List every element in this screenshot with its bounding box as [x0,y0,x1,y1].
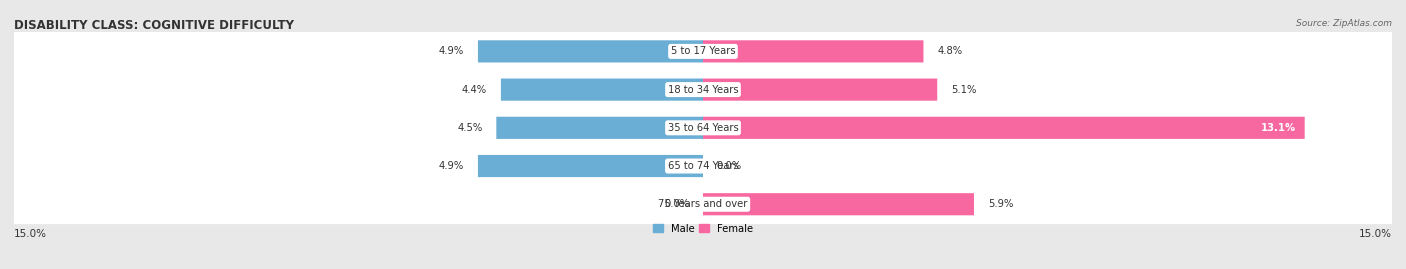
Text: 5.1%: 5.1% [950,84,976,95]
Text: 4.9%: 4.9% [439,46,464,56]
Text: 35 to 64 Years: 35 to 64 Years [668,123,738,133]
Text: 15.0%: 15.0% [14,229,46,239]
Text: 0.0%: 0.0% [664,199,689,209]
Text: 4.4%: 4.4% [463,84,486,95]
Text: DISABILITY CLASS: COGNITIVE DIFFICULTY: DISABILITY CLASS: COGNITIVE DIFFICULTY [14,19,294,32]
FancyBboxPatch shape [13,108,1393,148]
FancyBboxPatch shape [703,40,924,62]
FancyBboxPatch shape [13,31,1393,71]
FancyBboxPatch shape [703,79,938,101]
FancyBboxPatch shape [13,70,1393,109]
Legend: Male, Female: Male, Female [652,224,754,234]
FancyBboxPatch shape [478,155,703,177]
FancyBboxPatch shape [478,40,703,62]
Text: 18 to 34 Years: 18 to 34 Years [668,84,738,95]
Text: 75 Years and over: 75 Years and over [658,199,748,209]
Text: 0.0%: 0.0% [717,161,742,171]
FancyBboxPatch shape [703,117,1305,139]
Text: 13.1%: 13.1% [1260,123,1295,133]
FancyBboxPatch shape [501,79,703,101]
Text: 15.0%: 15.0% [1360,229,1392,239]
Text: 4.5%: 4.5% [457,123,482,133]
Text: Source: ZipAtlas.com: Source: ZipAtlas.com [1296,19,1392,28]
FancyBboxPatch shape [496,117,703,139]
Text: 4.9%: 4.9% [439,161,464,171]
FancyBboxPatch shape [703,193,974,215]
Text: 4.8%: 4.8% [938,46,962,56]
Text: 65 to 74 Years: 65 to 74 Years [668,161,738,171]
FancyBboxPatch shape [13,184,1393,224]
Text: 5 to 17 Years: 5 to 17 Years [671,46,735,56]
FancyBboxPatch shape [13,146,1393,186]
Text: 5.9%: 5.9% [988,199,1014,209]
